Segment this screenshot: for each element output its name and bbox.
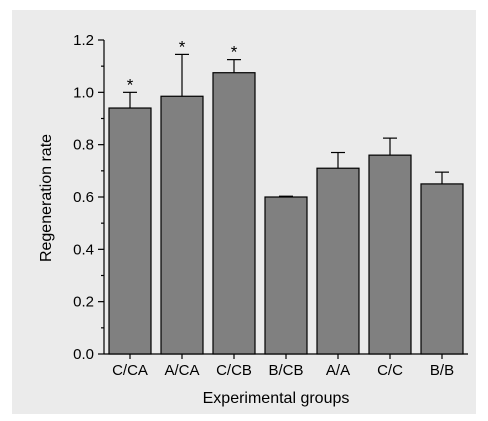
y-tick-label: 0.0 xyxy=(73,346,94,363)
bar xyxy=(420,183,464,355)
x-tick-label: B/CB xyxy=(268,362,303,379)
y-tick-label: 1.2 xyxy=(73,32,94,49)
x-tick-label: C/CA xyxy=(112,362,148,379)
significance-marker: * xyxy=(231,43,238,62)
bar xyxy=(264,196,308,355)
bar xyxy=(368,154,412,355)
y-tick-label: 0.4 xyxy=(73,241,94,258)
x-tick-label: B/B xyxy=(430,362,454,379)
x-tick-label: A/A xyxy=(326,362,350,379)
bar xyxy=(212,72,256,355)
x-tick-label: C/C xyxy=(377,362,403,379)
y-tick-label: 1.0 xyxy=(73,84,94,101)
x-tick-label: C/CB xyxy=(216,362,252,379)
bar xyxy=(160,95,204,355)
y-axis-title: Regeneration rate xyxy=(38,134,55,262)
x-axis-title: Experimental groups xyxy=(203,390,350,407)
y-tick-label: 0.6 xyxy=(73,189,94,206)
bar xyxy=(316,167,360,355)
significance-marker: * xyxy=(127,75,134,94)
plot-area: 0.0 0.2 0.4 0.6 0.8 1.0 1.2 C/CA * A/CA * C/CB * B/CB… xyxy=(73,32,468,379)
x-tick-label: A/CA xyxy=(164,362,199,379)
y-tick-label: 0.2 xyxy=(73,294,94,311)
bar xyxy=(108,107,152,355)
y-tick-label: 0.8 xyxy=(73,137,94,154)
significance-marker: * xyxy=(179,37,186,56)
